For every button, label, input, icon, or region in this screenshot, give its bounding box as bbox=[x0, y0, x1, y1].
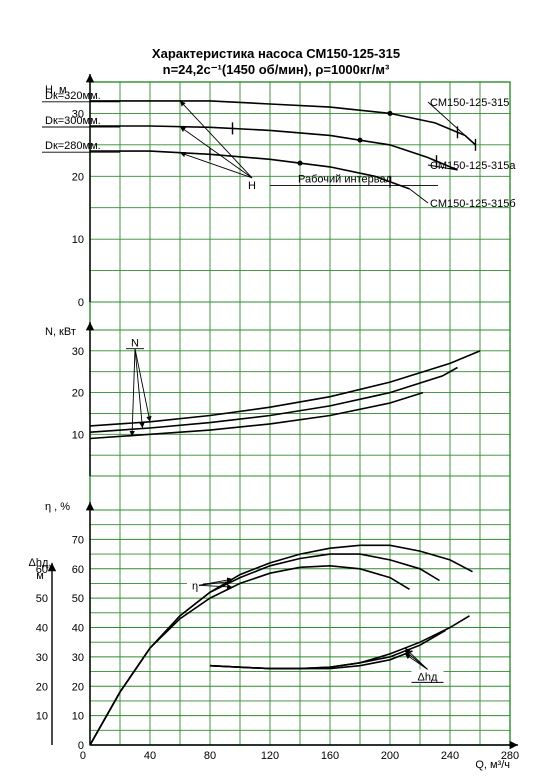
svg-text:30: 30 bbox=[72, 346, 84, 358]
svg-text:20: 20 bbox=[72, 681, 84, 693]
svg-text:40: 40 bbox=[144, 750, 156, 762]
svg-text:10: 10 bbox=[36, 711, 48, 723]
svg-text:0: 0 bbox=[78, 297, 84, 309]
title-line2: n=24,2c⁻¹(1450 об/мин), ρ=1000кг/м³ bbox=[163, 62, 390, 77]
eta-symbol: η bbox=[192, 580, 198, 592]
svg-text:200: 200 bbox=[381, 750, 399, 762]
working-interval-label: Рабочий интервал bbox=[298, 174, 392, 186]
svg-text:20: 20 bbox=[72, 171, 84, 183]
dk-label: Dк=320мм. bbox=[45, 90, 101, 102]
x-axis-label: Q, м³/ч bbox=[475, 759, 510, 771]
svg-text:40: 40 bbox=[72, 623, 84, 635]
svg-text:10: 10 bbox=[72, 711, 84, 723]
svg-text:50: 50 bbox=[36, 593, 48, 605]
dh-axis-label: Δhд, bbox=[29, 557, 52, 569]
svg-text:160: 160 bbox=[321, 750, 339, 762]
svg-text:10: 10 bbox=[72, 234, 84, 246]
H-symbol: H bbox=[248, 180, 256, 192]
N-symbol: N bbox=[131, 338, 139, 350]
pump-chart: Характеристика насоса СМ150-125-315n=24,… bbox=[0, 0, 552, 779]
svg-text:0: 0 bbox=[78, 740, 84, 752]
svg-text:30: 30 bbox=[36, 652, 48, 664]
svg-text:20: 20 bbox=[72, 388, 84, 400]
svg-text:40: 40 bbox=[36, 623, 48, 635]
svg-text:60: 60 bbox=[72, 564, 84, 576]
dk-label: Dк=280мм. bbox=[45, 140, 101, 152]
title-line1: Характеристика насоса СМ150-125-315 bbox=[152, 46, 400, 61]
dk-label: Dк=300мм. bbox=[45, 115, 101, 127]
svg-text:м: м bbox=[36, 570, 44, 582]
dh-symbol: Δhд bbox=[418, 671, 438, 683]
svg-text:240: 240 bbox=[441, 750, 459, 762]
svg-text:10: 10 bbox=[72, 429, 84, 441]
curve-label-СМ150-125-315б: СМ150-125-315б bbox=[430, 198, 516, 210]
svg-text:30: 30 bbox=[72, 652, 84, 664]
curve-label-СМ150-125-315а: СМ150-125-315а bbox=[430, 160, 516, 172]
N-axis-label: N, кВт bbox=[45, 326, 76, 338]
svg-text:20: 20 bbox=[36, 681, 48, 693]
curve-label-СМ150-125-315: СМ150-125-315 bbox=[430, 97, 509, 109]
eta-axis-label: η , % bbox=[45, 501, 70, 513]
svg-text:80: 80 bbox=[204, 750, 216, 762]
svg-text:70: 70 bbox=[72, 534, 84, 546]
svg-text:120: 120 bbox=[261, 750, 279, 762]
svg-text:50: 50 bbox=[72, 593, 84, 605]
